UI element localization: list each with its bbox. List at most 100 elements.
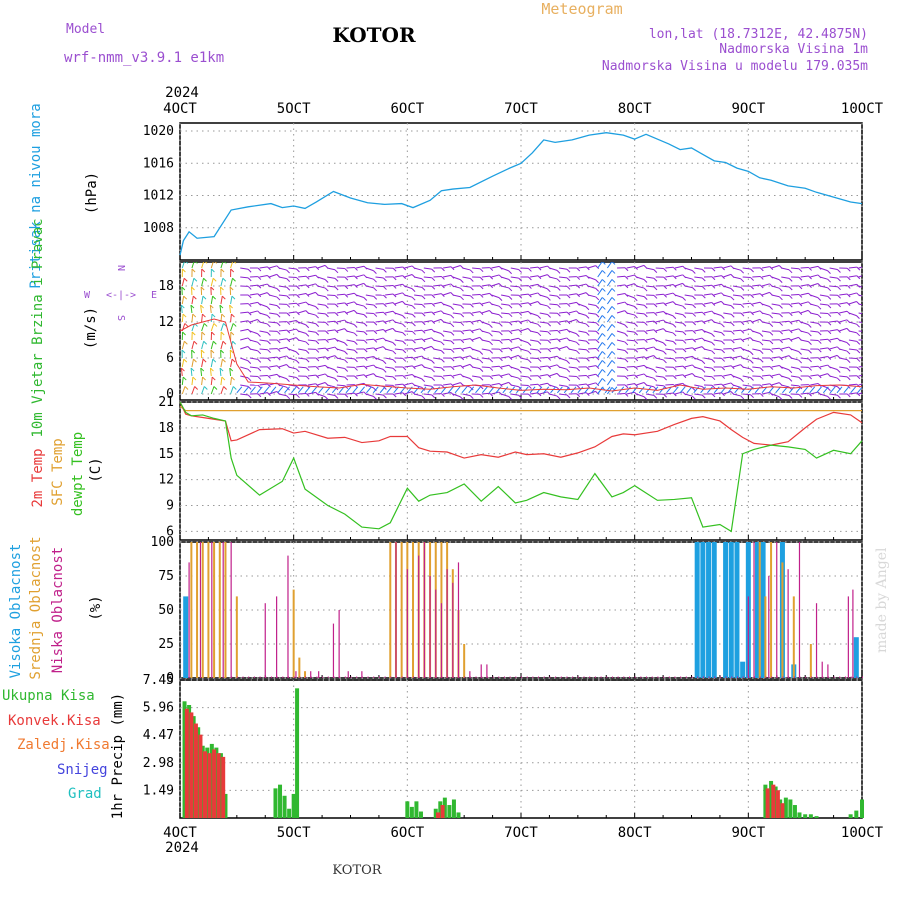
wind-barb <box>539 274 548 278</box>
wind-barb-flag <box>334 312 339 317</box>
total-precip-bar <box>803 814 808 818</box>
wind-barb-flag <box>653 329 658 334</box>
wind-barb-flag <box>354 267 358 271</box>
wind-barb <box>848 283 857 287</box>
wind-barb-flag <box>566 368 571 373</box>
wind-barb <box>810 274 819 278</box>
wind-barb <box>346 292 355 296</box>
wind-barb-flag <box>528 276 532 281</box>
wind-barb-flag <box>846 393 851 398</box>
total-precip-bar <box>808 814 813 818</box>
wind-barb <box>423 337 432 341</box>
wind-barb-flag <box>344 311 349 315</box>
wind-barb-flag <box>499 340 503 344</box>
wind-barb <box>520 357 529 361</box>
low-cloud-bar <box>827 664 829 678</box>
wind-barb <box>404 285 413 290</box>
wind-barb <box>491 274 500 278</box>
cloud-baseline-tick <box>424 676 426 678</box>
wind-barb-flag <box>221 313 226 318</box>
wind-barb-flag <box>633 297 638 302</box>
wind-barb-low <box>638 386 645 394</box>
wind-barb <box>790 336 799 341</box>
wind-barb <box>472 293 481 296</box>
total-precip-bar <box>418 811 423 818</box>
wind-barb <box>578 339 587 342</box>
wind-barb-flag <box>344 302 349 307</box>
wind-barb-flag <box>296 268 300 273</box>
wind-barb <box>819 285 828 289</box>
cloud-baseline-tick <box>714 676 716 678</box>
cloud-baseline-tick <box>788 676 790 678</box>
wind-barb <box>558 357 567 362</box>
cloud-baseline-tick <box>708 676 710 678</box>
wind-barb-flag <box>576 367 581 372</box>
wind-barb <box>317 373 326 377</box>
wind-barb-flag <box>441 293 445 297</box>
wind-barb-flag <box>508 313 513 318</box>
wind-barb <box>578 274 587 278</box>
wind-barb <box>781 267 790 271</box>
wind-barb <box>471 348 480 352</box>
wind-barb <box>790 357 799 361</box>
wind-barb <box>790 375 799 378</box>
wind-barb-flag <box>611 360 616 364</box>
wind-barb-flag <box>769 306 773 310</box>
wind-barb-low <box>256 386 263 394</box>
wind-barb <box>645 320 655 323</box>
wind-barb <box>684 347 693 350</box>
wind-barb <box>278 285 287 288</box>
wind-barb <box>858 285 862 288</box>
wind-barb <box>404 294 413 298</box>
wind-barb-flag <box>204 262 208 264</box>
wind-barb-flag <box>808 341 812 346</box>
wind-barb <box>810 365 819 368</box>
wind-barb <box>558 328 568 332</box>
wind-barb <box>597 297 603 305</box>
wind-barb <box>394 348 403 351</box>
wind-barb-flag <box>601 360 606 364</box>
wind-barb <box>597 360 603 368</box>
wind-barb-flag <box>267 375 271 379</box>
wind-barb <box>201 323 205 332</box>
wind-barb <box>298 357 307 360</box>
wind-barb <box>385 339 393 343</box>
cloud-baseline-tick <box>816 676 818 678</box>
wind-barb <box>558 346 567 350</box>
y-tick-label: 1016 <box>143 156 174 171</box>
wind-barb-flag <box>276 288 281 292</box>
low-cloud-bar <box>295 671 297 678</box>
wind-barb <box>839 375 848 378</box>
wind-barb-flag <box>354 392 358 397</box>
wind-barb-flag <box>459 396 464 400</box>
wind-barb <box>636 303 645 306</box>
wind-barb-flag <box>202 295 207 300</box>
wind-barb-low <box>822 386 829 394</box>
wind-barb <box>230 376 233 386</box>
wind-barb-flag <box>634 366 639 370</box>
wind-barb-flag <box>750 311 754 316</box>
cloud-baseline-tick <box>293 676 295 678</box>
wind-barb-flag <box>730 339 735 344</box>
conv-precip-bar <box>203 751 208 818</box>
wind-barb <box>433 275 442 278</box>
wind-barb <box>597 378 603 386</box>
wind-barb-flag <box>788 312 793 317</box>
wind-barb <box>616 292 625 296</box>
wind-barb-flag <box>817 340 822 344</box>
wind-barb-flag <box>721 383 725 388</box>
wind-barb-flag <box>392 302 397 306</box>
wind-barb <box>414 384 422 388</box>
wind-barb-flag <box>846 302 851 306</box>
wind-barb-flag <box>808 358 812 363</box>
wind-barb-flag <box>566 277 571 282</box>
wind-barb <box>209 304 212 314</box>
wind-barb <box>259 339 268 342</box>
wind-barb <box>858 374 862 377</box>
wind-barb <box>365 303 374 306</box>
low-cloud-bar <box>821 661 823 678</box>
wind-barb-flag <box>740 338 745 343</box>
wind-barb <box>307 266 316 269</box>
wind-barb <box>181 341 185 350</box>
wind-barb-flag <box>624 324 628 329</box>
